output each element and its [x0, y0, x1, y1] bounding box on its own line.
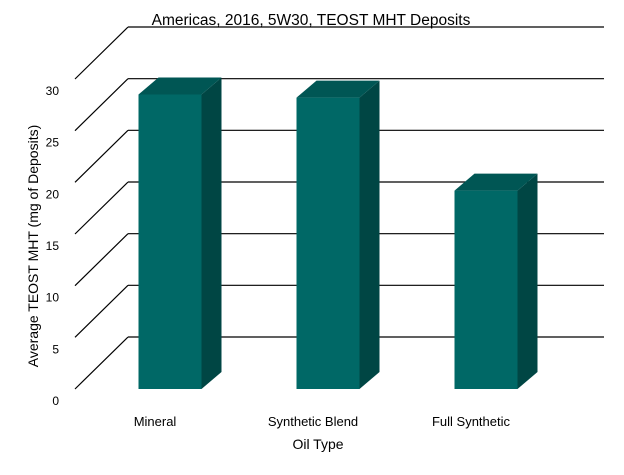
- bar: [296, 97, 360, 389]
- bar-mineral: [138, 77, 222, 389]
- gridline-diagonal: [74, 26, 129, 80]
- y-tick-label: 20: [46, 187, 60, 201]
- bar-top: [138, 77, 222, 95]
- y-tick-label: 15: [46, 239, 60, 253]
- y-tick-label: 30: [46, 84, 60, 98]
- y-tick-label: 5: [52, 342, 59, 356]
- x-tick-label: Mineral: [134, 414, 177, 429]
- chart-title: Americas, 2016, 5W30, TEOST MHT Deposits: [152, 12, 471, 29]
- bar: [454, 190, 518, 389]
- x-axis-label: Oil Type: [292, 436, 343, 452]
- x-tick-label: Full Synthetic: [432, 414, 511, 429]
- y-axis-label: Average TEOST MHT (mg of Deposits): [25, 125, 41, 368]
- bar-top: [296, 80, 380, 98]
- y-axis-ticks: 0 5 10 15 20 25 30: [46, 84, 60, 408]
- gridline-diagonal: [74, 181, 129, 235]
- bars: [138, 77, 538, 389]
- y-tick-label: 25: [46, 136, 60, 150]
- gridline-diagonal: [74, 284, 129, 338]
- bar-side: [517, 173, 538, 389]
- x-axis-categories: Mineral Synthetic Blend Full Synthetic: [134, 414, 511, 429]
- bar-full-synthetic: [454, 173, 538, 389]
- bar: [138, 94, 202, 389]
- y-tick-label: 0: [52, 394, 59, 408]
- gridline-diagonal: [74, 336, 129, 390]
- x-tick-label: Synthetic Blend: [268, 414, 358, 429]
- bar-top: [454, 173, 538, 191]
- gridline-diagonal: [74, 78, 129, 132]
- bar-side: [359, 80, 380, 389]
- gridline-diagonal: [74, 129, 129, 183]
- bar-synthetic-blend: [296, 80, 380, 389]
- bar-side: [201, 77, 222, 389]
- gridline-diagonal: [74, 233, 129, 287]
- y-tick-label: 10: [46, 291, 60, 305]
